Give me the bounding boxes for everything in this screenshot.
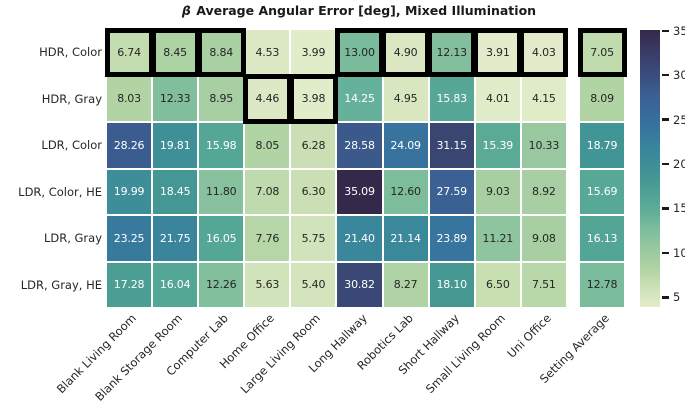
chart-title-text: Average Angular Error [deg], Mixed Illum… [191,3,537,18]
heatmap-cell: 31.15 [429,123,474,168]
heatmap-cell-best: 6.74 [104,27,154,77]
heatmap-cell: 6.30 [291,169,336,214]
heatmap-cell: 12.26 [199,262,244,307]
heatmap-cell: 6.28 [291,123,336,168]
chart-title: β Average Angular Error [deg], Mixed Ill… [107,3,611,18]
heatmap-cell: 18.45 [153,169,198,214]
heatmap-cell-best: 8.45 [150,27,200,77]
row-label: LDR, Gray [43,231,102,246]
heatmap-cell: 27.59 [429,169,474,214]
colorbar-tick-mark [662,29,669,32]
heatmap-cell: 3.99 [291,30,336,75]
heatmap-cell-best: 4.03 [519,27,569,77]
heatmap-cell-best: 8.84 [196,27,246,77]
heatmap-cell: 16.13 [580,216,625,261]
heatmap-cell: 21.75 [153,216,198,261]
heatmap-cell: 4.01 [475,76,520,121]
heatmap-cell: 8.27 [383,262,428,307]
heatmap-cell: 4.15 [521,76,566,121]
colorbar-tick-mark [662,296,669,299]
heatmap-cell: 18.10 [429,262,474,307]
colorbar-tick-mark [662,74,669,77]
heatmap-cell: 17.28 [107,262,152,307]
colorbar-tick-label: 10 [673,245,685,260]
heatmap-cell: 15.98 [199,123,244,168]
heatmap-cell: 35.09 [337,169,382,214]
heatmap-cell: 15.39 [475,123,520,168]
heatmap-cell: 8.03 [107,76,152,121]
heatmap-cell-best: 3.91 [473,27,523,77]
heatmap-cell: 5.75 [291,216,336,261]
average-column: 7.05 8.09 18.79 15.69 16.13 12.78 [577,27,627,307]
heatmap-cell: 8.92 [521,169,566,214]
row-label: LDR, Gray, HE [20,277,102,292]
heatmap-cell: 15.69 [580,169,625,214]
heatmap-cell: 24.09 [383,123,428,168]
heatmap-cell: 12.33 [153,76,198,121]
heatmap-cell: 12.78 [580,262,625,307]
heatmap-cell-best: 7.05 [577,27,627,77]
heatmap-cell: 5.63 [245,262,290,307]
heatmap-cell-best: 4.46 [242,74,292,123]
heatmap-cell: 19.99 [107,169,152,214]
colorbar-tick-mark [662,162,669,166]
colorbar-tick-label: 30 [673,68,685,83]
colorbar-tick-label: 20 [673,157,685,172]
colorbar-tick-mark [662,118,669,121]
heatmap-cell: 15.83 [429,76,474,121]
heatmap-cell-best: 4.90 [381,27,431,77]
heatmap-cell: 18.79 [580,123,625,168]
heatmap-cell-best: 13.00 [334,27,385,77]
row-label: HDR, Color [39,45,102,60]
heatmap-cell: 8.95 [199,76,244,121]
colorbar-tick-label: 5 [673,290,681,305]
heatmap-cell: 30.82 [337,262,382,307]
heatmap-cell: 16.04 [153,262,198,307]
heatmap-cell-best: 12.13 [427,27,477,77]
colorbar-tick-label: 15 [673,201,685,216]
heatmap-cell: 14.25 [337,76,382,121]
heatmap-cell: 7.08 [245,169,290,214]
column-label: Blank Living Room [53,311,139,397]
heatmap-grid: 6.74 8.45 8.84 4.53 3.99 13.00 4.90 12.13 3.91 4.… [104,27,569,307]
heatmap-cell: 23.89 [429,216,474,261]
heatmap-cell: 28.58 [337,123,382,168]
colorbar-tick-label: 35 [673,23,685,38]
heatmap-cell: 11.80 [199,169,244,214]
row-label: LDR, Color [41,138,102,153]
row-labels: HDR, Color HDR, Gray LDR, Color LDR, Color,… [0,30,102,307]
colorbar-tick-label: 25 [673,112,685,127]
heatmap-cell: 21.14 [383,216,428,261]
heatmap-cell: 8.09 [580,76,625,121]
beta-symbol: β [181,3,191,18]
heatmap-cell: 19.81 [153,123,198,168]
heatmap-cell: 23.25 [107,216,152,261]
heatmap-cell: 9.08 [521,216,566,261]
row-label: LDR, Color, HE [18,184,102,199]
heatmap-cell: 6.50 [475,262,520,307]
heatmap-cell: 16.05 [199,216,244,261]
heatmap-cell: 4.95 [383,76,428,121]
colorbar [640,30,660,307]
heatmap-cell: 5.40 [291,262,336,307]
heatmap-cell: 7.51 [521,262,566,307]
heatmap-cell: 11.21 [475,216,520,261]
heatmap-cell: 12.60 [383,169,428,214]
heatmap-cell-best: 3.98 [288,74,339,123]
heatmap-cell: 7.76 [245,216,290,261]
heatmap-cell: 10.33 [521,123,566,168]
heatmap-cell: 21.40 [337,216,382,261]
colorbar-tick-mark [662,251,669,255]
heatmap-cell: 4.53 [245,30,290,75]
row-label: HDR, Gray [41,91,102,106]
colorbar-tick-mark [662,207,669,210]
heatmap-cell: 9.03 [475,169,520,214]
heatmap-cell: 28.26 [107,123,152,168]
heatmap-cell: 8.05 [245,123,290,168]
